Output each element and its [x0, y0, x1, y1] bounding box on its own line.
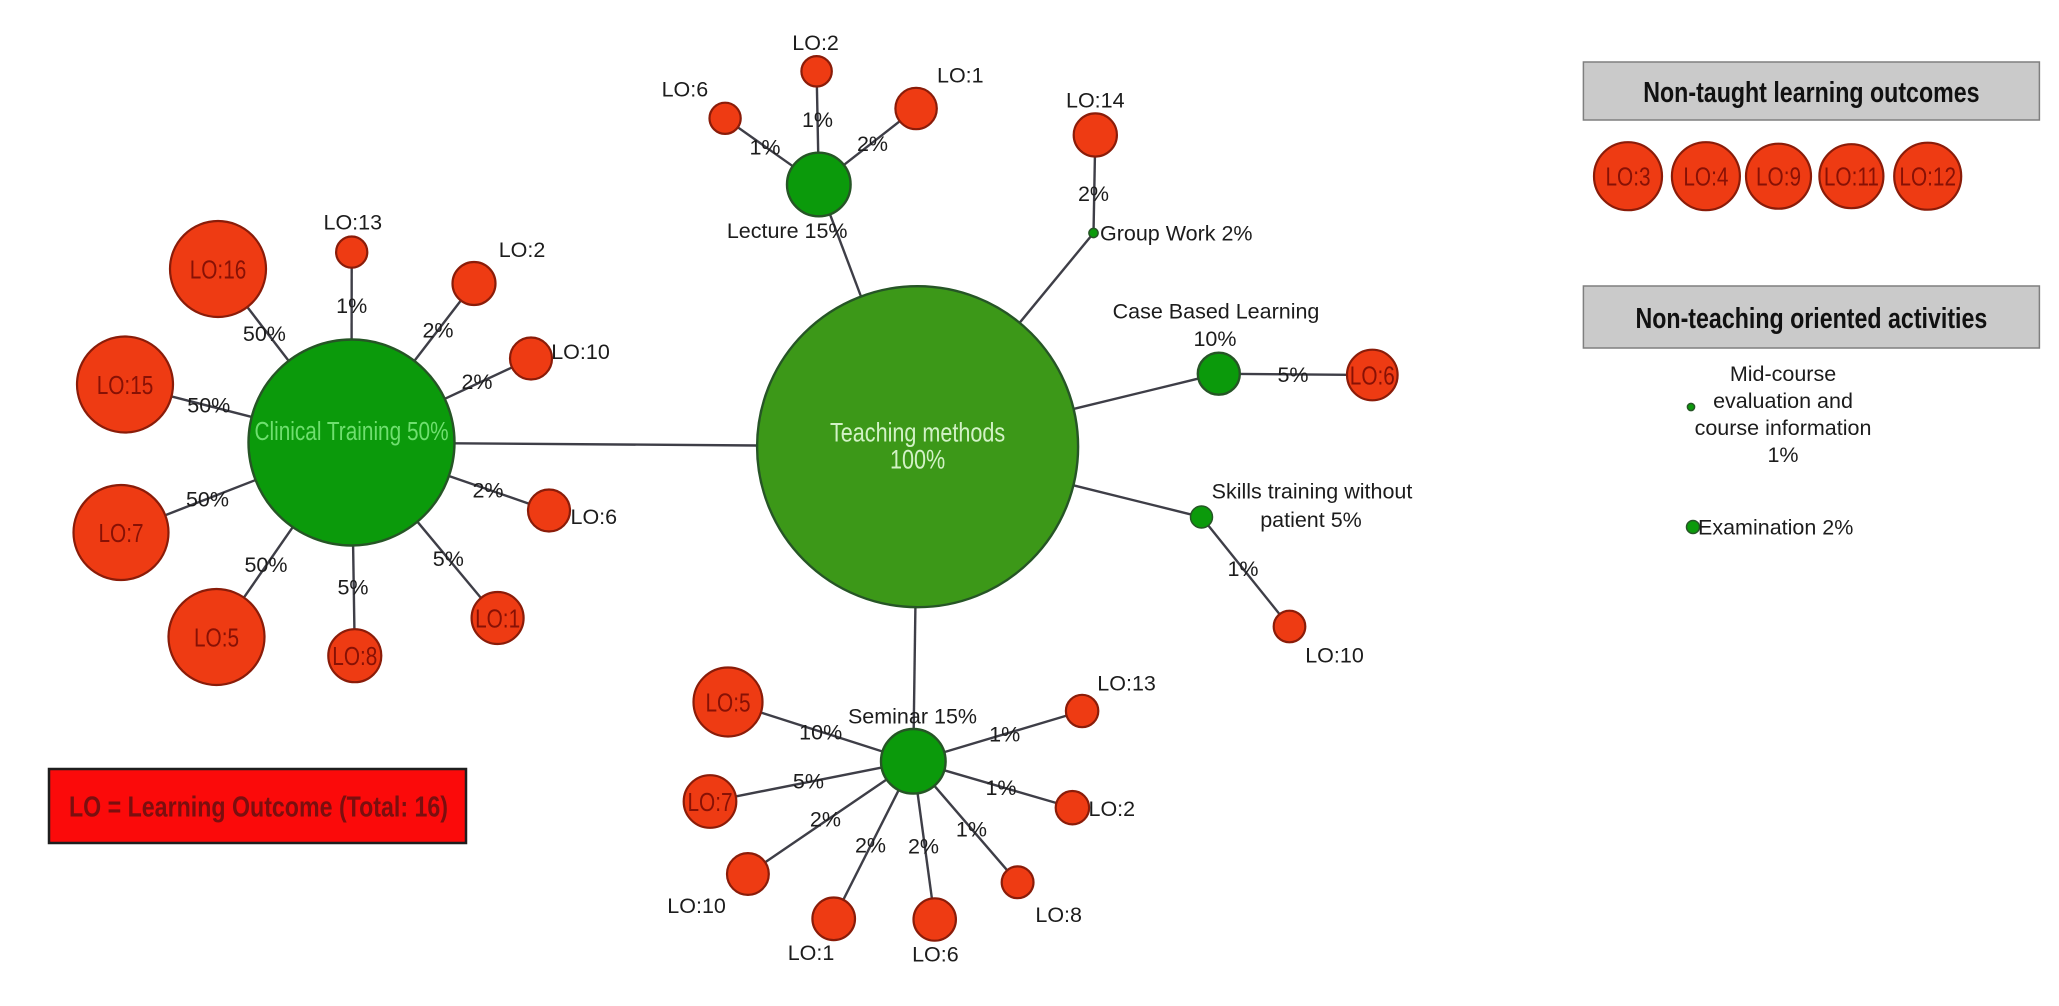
svg-text:Mid-course: Mid-course: [1730, 362, 1836, 386]
svg-text:LO:6: LO:6: [912, 943, 959, 967]
svg-text:LO:1: LO:1: [475, 604, 520, 633]
svg-text:LO:8: LO:8: [1035, 903, 1082, 927]
svg-text:LO:7: LO:7: [687, 788, 732, 817]
svg-text:1%: 1%: [1767, 443, 1798, 467]
svg-text:evaluation and: evaluation and: [1713, 389, 1853, 413]
svg-text:2%: 2%: [857, 132, 888, 156]
svg-text:Skills training without: Skills training without: [1212, 480, 1413, 504]
svg-text:LO:3: LO:3: [1605, 162, 1650, 191]
svg-text:LO:1: LO:1: [937, 63, 984, 87]
svg-text:LO:6: LO:6: [1350, 361, 1395, 390]
svg-text:LO:2: LO:2: [499, 238, 546, 262]
svg-text:2%: 2%: [855, 834, 886, 858]
svg-text:LO:1: LO:1: [788, 941, 835, 965]
svg-text:1%: 1%: [989, 723, 1020, 747]
svg-text:2%: 2%: [422, 318, 453, 342]
svg-text:Clinical Training 50%: Clinical Training 50%: [254, 417, 448, 446]
svg-text:patient 5%: patient 5%: [1260, 508, 1362, 532]
svg-text:LO:5: LO:5: [194, 623, 239, 652]
svg-text:100%: 100%: [890, 445, 945, 475]
svg-text:LO:10: LO:10: [1305, 644, 1364, 668]
svg-text:LO:2: LO:2: [792, 31, 839, 55]
svg-text:LO:12: LO:12: [1899, 162, 1956, 191]
svg-text:50%: 50%: [186, 488, 229, 512]
svg-text:LO:6: LO:6: [662, 78, 709, 102]
svg-text:5%: 5%: [793, 769, 824, 793]
svg-text:LO:13: LO:13: [1097, 671, 1156, 695]
svg-text:1%: 1%: [802, 108, 833, 132]
svg-text:LO:10: LO:10: [667, 894, 726, 918]
svg-text:LO:8: LO:8: [332, 642, 377, 671]
svg-text:Examination 2%: Examination 2%: [1698, 516, 1853, 540]
svg-text:LO:2: LO:2: [1088, 797, 1135, 821]
svg-text:50%: 50%: [244, 553, 287, 577]
svg-text:2%: 2%: [1078, 182, 1109, 206]
svg-text:2%: 2%: [472, 479, 503, 503]
svg-text:1%: 1%: [1227, 557, 1258, 581]
svg-text:course information: course information: [1695, 416, 1872, 440]
svg-text:LO:16: LO:16: [190, 255, 247, 284]
svg-text:LO:11: LO:11: [1824, 162, 1879, 191]
svg-text:LO:4: LO:4: [1683, 162, 1728, 191]
svg-text:10%: 10%: [1193, 327, 1236, 351]
svg-text:LO = Learning Outcome (Total:: LO = Learning Outcome (Total: 16): [69, 790, 448, 823]
svg-text:LO:5: LO:5: [705, 688, 750, 717]
svg-text:LO:9: LO:9: [1756, 162, 1801, 191]
svg-text:Group Work 2%: Group Work 2%: [1100, 222, 1253, 246]
svg-text:1%: 1%: [985, 776, 1016, 800]
svg-text:LO:7: LO:7: [98, 519, 143, 548]
svg-text:LO:15: LO:15: [97, 371, 154, 400]
svg-text:10%: 10%: [799, 721, 842, 745]
svg-text:2%: 2%: [908, 835, 939, 859]
svg-text:2%: 2%: [810, 808, 841, 832]
svg-text:Non-taught learning outcomes: Non-taught learning outcomes: [1643, 75, 1979, 108]
svg-text:LO:14: LO:14: [1066, 88, 1125, 112]
svg-text:Seminar 15%: Seminar 15%: [848, 705, 977, 729]
svg-text:2%: 2%: [461, 370, 492, 394]
svg-text:Lecture 15%: Lecture 15%: [727, 219, 848, 243]
svg-text:Case Based Learning: Case Based Learning: [1113, 300, 1320, 324]
svg-text:LO:10: LO:10: [551, 340, 610, 364]
svg-text:5%: 5%: [433, 547, 464, 571]
svg-text:LO:6: LO:6: [570, 505, 617, 529]
svg-text:Teaching methods: Teaching methods: [830, 418, 1005, 448]
svg-text:Non-teaching oriented activiti: Non-teaching oriented activities: [1636, 301, 1988, 334]
svg-text:5%: 5%: [337, 576, 368, 600]
svg-text:1%: 1%: [956, 817, 987, 841]
svg-text:5%: 5%: [1277, 363, 1308, 387]
svg-text:1%: 1%: [336, 294, 367, 318]
svg-text:1%: 1%: [749, 135, 780, 159]
svg-text:50%: 50%: [243, 322, 286, 346]
svg-text:50%: 50%: [187, 394, 230, 418]
svg-text:LO:13: LO:13: [324, 210, 383, 234]
